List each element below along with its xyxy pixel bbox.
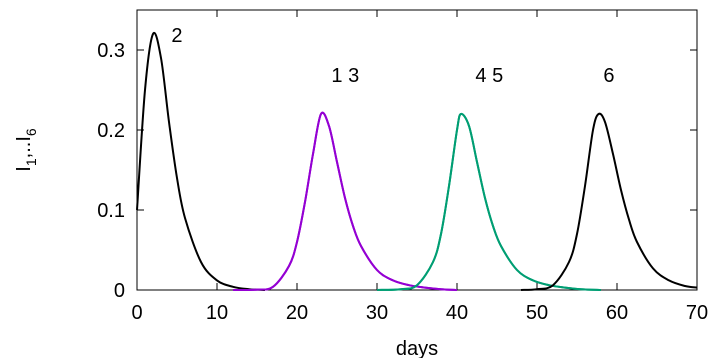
- curve-annotation: 4 5: [475, 65, 503, 87]
- x-tick-label: 10: [206, 302, 228, 324]
- annotations: 2 1 3 4 5 6: [171, 25, 614, 87]
- x-tick-label: 60: [606, 302, 628, 324]
- x-tick-label: 70: [686, 302, 708, 324]
- x-tick-label: 30: [366, 302, 388, 324]
- y-axis-label-sub-last: 6: [23, 128, 39, 136]
- series-line-1: [136, 31, 266, 291]
- curve-annotation: 2: [171, 25, 182, 47]
- series-line-6: [520, 112, 698, 291]
- series-lines: [136, 31, 698, 291]
- y-axis-label-sub-first: 1: [23, 158, 39, 166]
- y-tick-label: 0.3: [97, 40, 125, 62]
- y-axis-label-base: I: [13, 166, 35, 172]
- plot-frame: [136, 9, 698, 291]
- y-axis-label: I1,..I6: [13, 128, 39, 172]
- curve-annotation: 6: [603, 65, 614, 87]
- y-axis-label-base-last: I: [13, 136, 35, 142]
- series-line-3: [232, 111, 458, 291]
- x-tick-label: 0: [131, 302, 142, 324]
- y-tick-label: 0.2: [97, 120, 125, 142]
- curve-annotation: 1 3: [331, 65, 359, 87]
- series-line-5: [376, 112, 602, 291]
- axis-ticks: 0 10 20 30 40 50 60 70 0 0.1 0.2 0.3: [97, 10, 708, 324]
- y-tick-label: 0.1: [97, 200, 125, 222]
- y-tick-label: 0: [114, 280, 125, 302]
- x-tick-label: 50: [526, 302, 548, 324]
- x-tick-label: 20: [286, 302, 308, 324]
- x-axis-label: days: [396, 338, 438, 358]
- y-axis-label-separator: ,..: [13, 142, 35, 159]
- x-tick-label: 40: [446, 302, 468, 324]
